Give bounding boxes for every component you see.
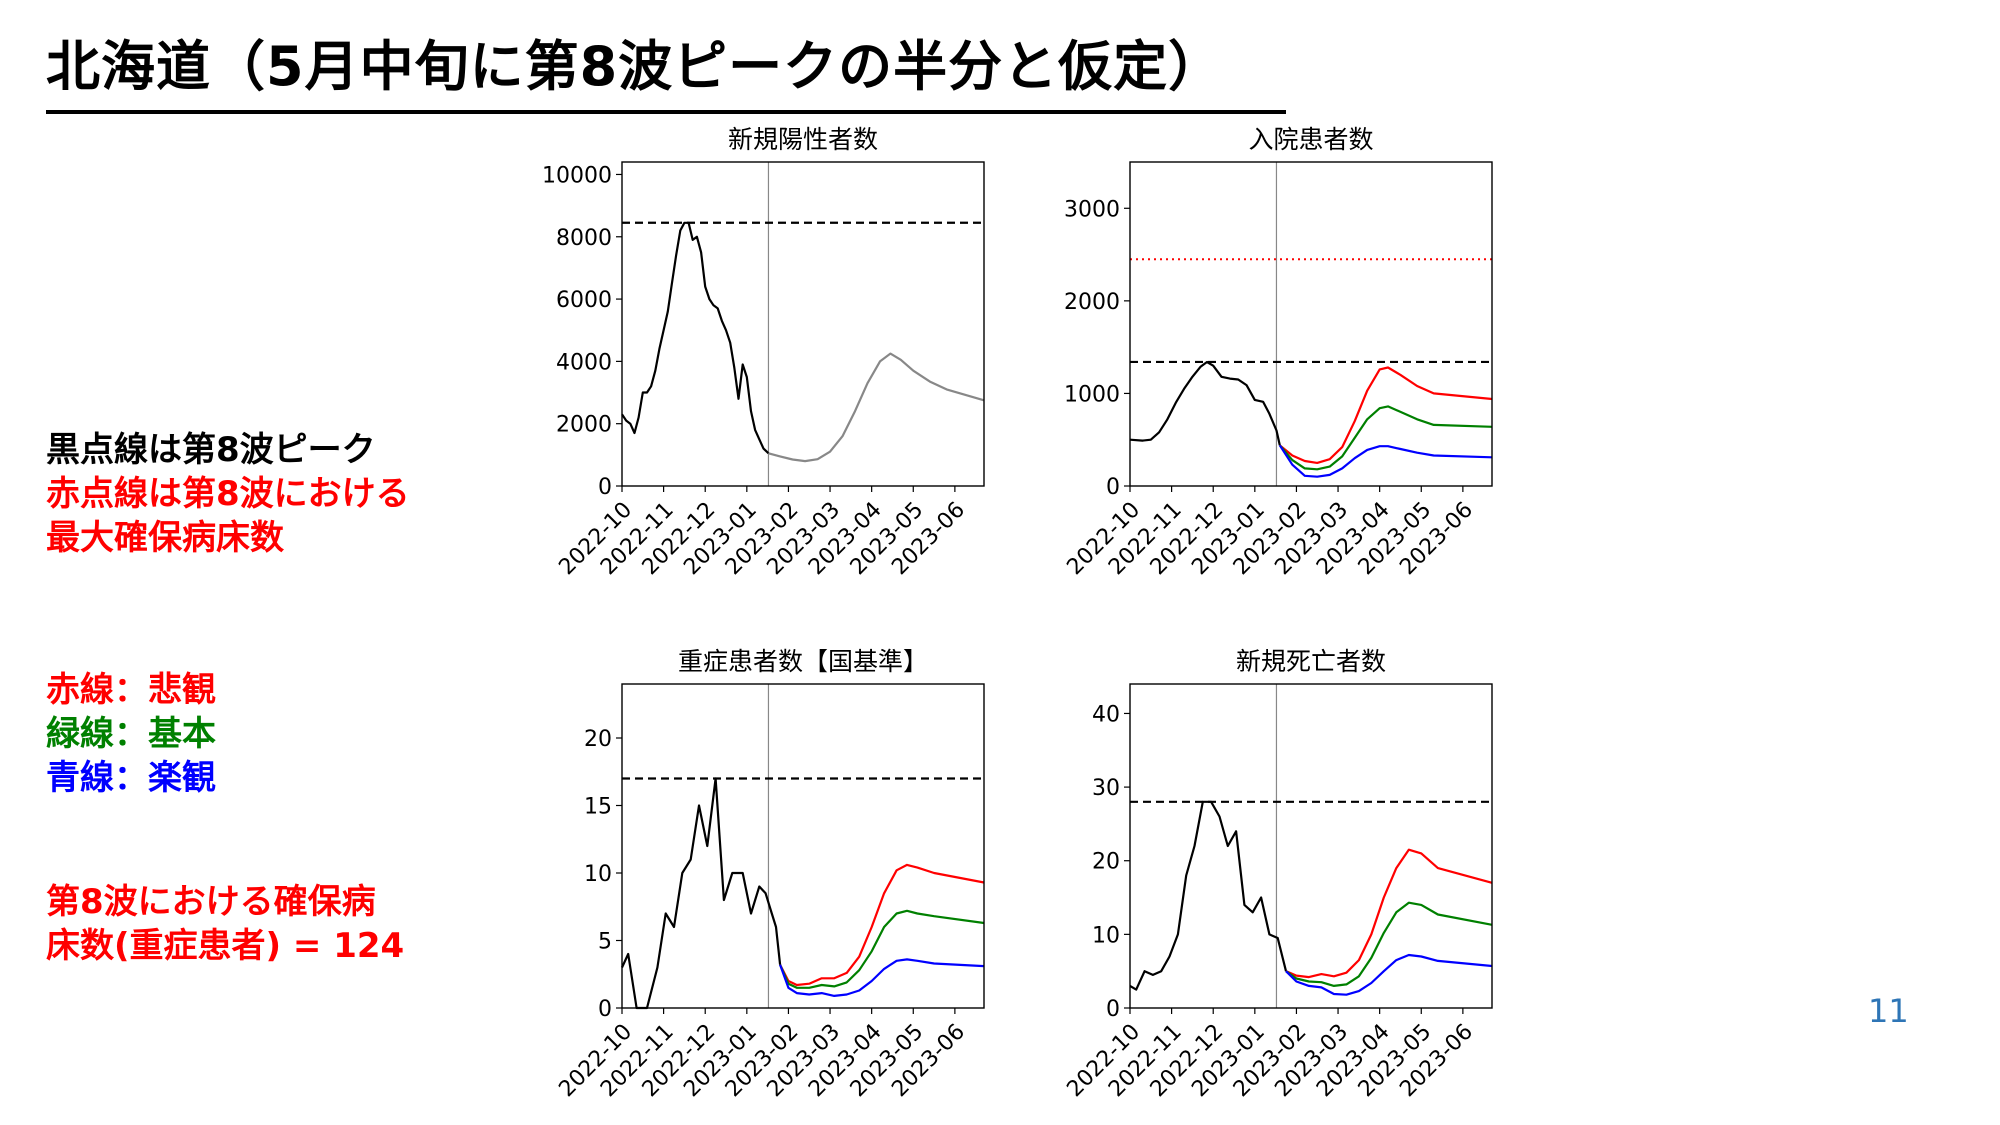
series-optimistic (1285, 953, 1493, 996)
y-tick-label: 1000 (1064, 382, 1120, 407)
y-tick-label: 0 (598, 997, 612, 1022)
series-pessimistic (779, 863, 985, 987)
y-tick-label: 10 (1092, 923, 1120, 948)
note-red-dotted-2: 最大確保病床数 (46, 518, 284, 558)
series-pessimistic (1285, 848, 1493, 979)
series-observed (1129, 360, 1281, 446)
y-tick-label: 20 (584, 727, 612, 752)
chart-title: 新規死亡者数 (1236, 647, 1386, 676)
y-tick-label: 0 (1106, 997, 1120, 1022)
y-tick-label: 2000 (1064, 290, 1120, 315)
chart-1: 新規陽性者数02000400060008000100002022-102022-… (542, 125, 985, 580)
series-pessimistic (1279, 366, 1493, 464)
plot-frame (621, 683, 985, 1009)
series-observed (1129, 800, 1288, 991)
series-projection (768, 352, 985, 463)
y-tick-label: 6000 (556, 288, 612, 313)
plot-frame (1129, 683, 1493, 1009)
y-tick-label: 10 (584, 862, 612, 887)
series-optimistic (779, 958, 985, 997)
y-tick-label: 0 (598, 475, 612, 500)
title-underline (46, 110, 1286, 114)
y-tick-label: 8000 (556, 226, 612, 251)
note-red-line: 赤線：悲観 (46, 670, 216, 710)
series-optimistic (1278, 444, 1493, 478)
series-baseline (1278, 405, 1493, 471)
series-observed (621, 777, 782, 1010)
series-baseline (1285, 901, 1493, 987)
y-tick-label: 5 (598, 930, 612, 955)
y-tick-label: 30 (1092, 776, 1120, 801)
plot-frame (621, 161, 985, 487)
y-tick-label: 20 (1092, 850, 1120, 875)
chart-title: 重症患者数【国基準】 (678, 647, 928, 676)
note-beds-1: 第8波における確保病 (46, 882, 376, 922)
note-blue-line: 青線：楽観 (46, 758, 216, 798)
y-tick-label: 2000 (556, 413, 612, 438)
slide-title: 北海道（5月中旬に第8波ピークの半分と仮定） (46, 35, 1224, 98)
y-tick-label: 4000 (556, 350, 612, 375)
chart-4: 新規死亡者数0102030402022-102022-112022-122023… (1062, 647, 1493, 1102)
chart-title: 入院患者数 (1248, 125, 1373, 154)
page-number: 11 (1868, 992, 1909, 1030)
note-green-line: 緑線：基本 (46, 714, 216, 754)
y-tick-label: 0 (1106, 475, 1120, 500)
note-black-dotted: 黒点線は第8波ピーク (46, 430, 376, 470)
y-tick-label: 10000 (542, 163, 612, 188)
chart-2: 入院患者数01000200030002022-102022-112022-122… (1062, 125, 1493, 580)
note-beds-2: 床数(重症患者) = 124 (46, 926, 405, 966)
series-baseline (779, 909, 985, 989)
y-tick-label: 40 (1092, 702, 1120, 727)
series-observed (621, 221, 770, 455)
note-red-dotted-1: 赤点線は第8波における (46, 474, 410, 514)
chart-title: 新規陽性者数 (728, 125, 878, 154)
y-tick-label: 3000 (1064, 197, 1120, 222)
chart-3: 重症患者数【国基準】051015202022-102022-112022-122… (554, 647, 985, 1102)
plot-frame (1129, 161, 1493, 487)
y-tick-label: 15 (584, 795, 612, 820)
